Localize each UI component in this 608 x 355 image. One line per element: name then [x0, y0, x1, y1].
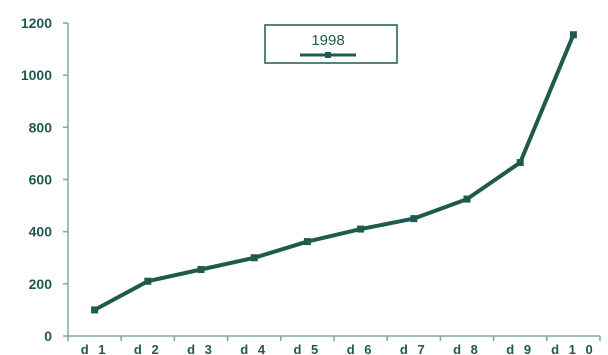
data-point-marker: [463, 195, 471, 203]
x-tick-label: d 8: [453, 342, 481, 355]
axes: [67, 23, 600, 337]
data-point-marker: [197, 265, 205, 273]
data-point-marker: [303, 238, 311, 246]
y-tick-label: 1200: [21, 15, 52, 31]
y-tick-label: 400: [29, 224, 53, 240]
x-tick-label: d 6: [347, 342, 375, 355]
y-axis-ticks: 0 200 400 600 800 1000 1200: [21, 15, 68, 344]
data-point-marker: [91, 306, 99, 314]
x-tick-label: d 1: [81, 342, 109, 355]
legend-label: 1998: [311, 32, 344, 49]
x-tick-label: d 1 0: [551, 342, 596, 355]
x-tick-label: d 2: [134, 342, 162, 355]
x-tick-label: d 3: [187, 342, 215, 355]
y-tick-label: 200: [29, 276, 53, 292]
x-tick-label: d 4: [240, 342, 268, 355]
series-line: [93, 33, 576, 312]
data-point-marker: [250, 254, 258, 262]
y-tick-label: 0: [44, 328, 52, 344]
data-point-marker: [410, 215, 418, 223]
data-point-marker: [516, 159, 524, 167]
legend: 1998: [264, 24, 398, 64]
y-tick-label: 1000: [21, 67, 52, 83]
legend-marker: [325, 52, 331, 58]
x-tick-label: d 7: [400, 342, 428, 355]
data-point-marker: [569, 31, 577, 39]
x-tick-label: d 9: [506, 342, 534, 355]
data-point-marker: [357, 225, 365, 233]
series-layer: [91, 31, 577, 314]
data-point-marker: [144, 277, 152, 285]
y-tick-label: 800: [29, 119, 53, 135]
x-tick-label: d 5: [294, 342, 322, 355]
y-tick-label: 600: [29, 172, 53, 188]
x-axis-ticks: d 1 d 2 d 3 d 4 d 5 d 6 d 7 d 8 d 9 d 1 0: [67, 336, 601, 355]
